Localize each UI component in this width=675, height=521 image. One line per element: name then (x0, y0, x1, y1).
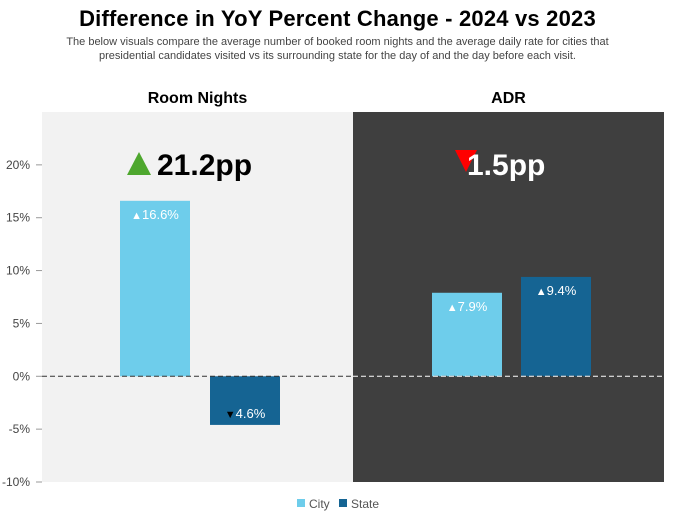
chart-subtitle: The below visuals compare the average nu… (66, 36, 609, 62)
panel-title-room-nights: Room Nights (147, 90, 248, 107)
bar-data-label: ▲16.6% (131, 207, 179, 222)
y-tick-label: 0% (13, 369, 31, 383)
bar-arrow: ▲ (131, 210, 142, 222)
bar-data-label: ▲9.4% (536, 283, 577, 298)
bar-city-adr (432, 292, 502, 377)
triangle-up-icon (127, 152, 151, 175)
y-tick-label: -10% (2, 475, 30, 489)
y-tick-label: -5% (9, 422, 31, 436)
bar-city-room-nights (120, 200, 190, 377)
bar-value: 16.6% (142, 207, 179, 222)
bar-value: 4.6% (236, 406, 266, 421)
bar-state-room-nights (210, 376, 280, 425)
y-tick-label: 20% (6, 158, 30, 172)
bar-data-label: ▼4.6% (225, 406, 266, 421)
bar-arrow: ▲ (536, 286, 547, 298)
bar-arrow: ▼ (225, 409, 236, 421)
legend-swatch-state (339, 499, 347, 507)
triangle-down-icon (455, 150, 477, 172)
legend-label-city: City (309, 497, 330, 511)
panel-title-adr: ADR (491, 90, 526, 107)
panel-background-adr (353, 112, 664, 482)
panel-background-room-nights (42, 112, 353, 482)
bar-value: 9.4% (547, 283, 577, 298)
legend-swatch-city (297, 499, 305, 507)
legend-label-state: State (351, 497, 379, 511)
y-tick-label: 5% (13, 316, 31, 330)
y-tick-label: 15% (6, 211, 30, 225)
bar-arrow: ▲ (447, 302, 458, 314)
bar-value: 7.9% (458, 299, 488, 314)
y-tick-label: 10% (6, 264, 30, 278)
bar-data-label: ▲7.9% (447, 299, 488, 314)
difference-value: 1.5pp (467, 149, 545, 182)
difference-value: 21.2pp (157, 149, 252, 182)
bar-state-adr (521, 276, 591, 377)
chart-title: Difference in YoY Percent Change - 2024 … (79, 6, 596, 31)
